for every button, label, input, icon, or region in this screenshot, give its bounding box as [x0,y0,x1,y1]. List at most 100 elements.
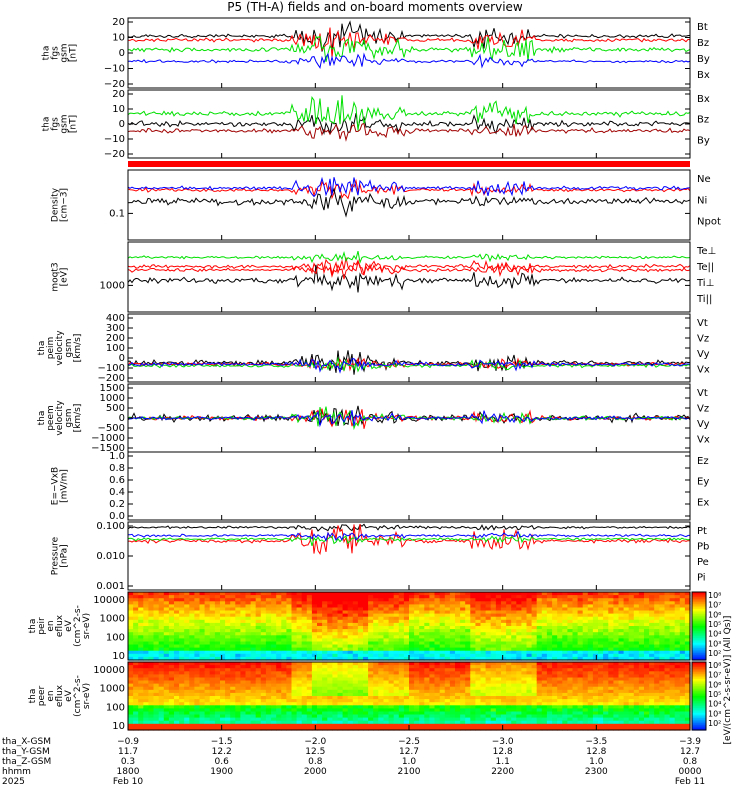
spectrogram-cell [357,626,364,630]
spectrogram-cell [255,629,262,633]
spectrogram-cell [633,665,640,669]
spectrogram-cell [230,708,236,713]
spectrogram-cell [378,680,384,685]
spectrogram-cell [598,641,604,646]
spectrogram-cell [536,641,543,646]
spectrogram-cell [291,632,298,636]
spectrogram-cell [633,689,640,694]
spectrogram-cell [271,686,277,691]
spectrogram-cell [419,638,425,643]
spectrogram-cell [363,604,369,609]
spectrogram-cell [393,638,400,643]
spectrogram-cell [592,692,599,697]
spectrogram-cell [511,696,517,700]
spectrogram-cell [179,723,185,728]
spectrogram-cell [552,723,558,728]
spectrogram-cell [501,626,507,630]
spectrogram-cell [163,604,170,609]
spectrogram-cell [322,656,328,661]
spectrogram-cell [623,626,630,630]
spectrogram-cell [317,641,323,646]
spectrogram-cell [317,665,323,669]
spectrogram-cell [143,653,149,658]
spectrogram-cell [495,662,502,666]
spectrogram-cell [235,717,241,722]
spectrogram-cell [536,601,543,605]
spectrogram-cell [388,677,395,682]
spectrogram-cell [449,644,456,649]
spectrogram-cell [419,714,425,719]
spectrogram-cell [541,683,548,688]
spectrogram-cell [179,683,185,688]
spectrogram-cell [541,711,548,716]
spectrogram-cell [536,598,543,602]
spectrogram-cell [562,723,568,728]
spectrogram-cell [342,665,349,669]
spectrogram-cell [184,711,190,716]
spectrogram-cell [674,622,681,627]
spectrogram-cell [536,723,543,728]
spectrogram-cell [429,613,436,618]
spectrogram-cell [674,604,681,609]
spectrogram-cell [552,656,558,661]
spectrogram-cell [567,683,574,688]
spectrogram-cell [485,699,492,703]
spectrogram-cell [296,613,303,618]
spectrogram-cell [398,641,405,646]
spectrogram-cell [240,683,247,688]
spectrogram-cell [296,720,303,725]
spectrogram-cell [659,622,665,627]
spectrogram-cell [204,635,211,639]
spectrogram-cell [296,671,303,675]
series-line-Te⊥ [127,257,691,276]
spectrogram-cell [501,592,507,596]
spectrogram-cell [388,680,395,685]
y-axis-label: fgs [51,46,61,60]
spectrogram-cell [184,674,190,679]
spectrogram-cell [153,699,160,703]
spectrogram-cell [603,592,609,596]
spectrogram-cell [516,641,522,646]
spectrogram-cell [291,702,298,706]
spectrogram-cell [179,711,185,716]
spectrogram-cell [168,662,175,666]
spectrogram-cell [434,726,441,731]
y-tick-label: 10000 [93,595,125,606]
spectrogram-cell [327,689,333,694]
spectrogram-cell [311,607,318,612]
title: P5 (TH-A) fields and on-board moments ov… [227,0,523,14]
spectrogram-cell [235,629,241,633]
spectrogram-cell [322,616,328,621]
spectrogram-cell [582,656,589,661]
spectrogram-cell [598,644,604,649]
spectrogram-cell [163,592,170,596]
spectrogram-cell [337,619,344,624]
spectrogram-cell [495,592,502,596]
spectrogram-cell [638,686,645,691]
spectrogram-cell [628,689,635,694]
spectrogram-cell [490,662,497,666]
spectrogram-cell [582,641,589,646]
spectrogram-cell [633,680,640,685]
spectrogram-cell [674,592,681,596]
spectrogram-cell [317,696,323,700]
spectrogram-cell [347,638,354,643]
spectrogram-cell [582,692,589,697]
spectrogram-cell [552,726,558,731]
spectrogram-cell [276,601,282,605]
spectrogram-cell [230,683,236,688]
spectrogram-cell [495,619,502,624]
spectrogram-cell [240,689,247,694]
spectrogram-cell [194,604,201,609]
spectrogram-cell [546,638,553,643]
spectrogram-cell [598,647,604,652]
spectrogram-cell [618,595,625,599]
spectrogram-cell [352,653,359,658]
spectrogram-cell [546,601,553,605]
spectrogram-cell [342,626,349,630]
spectrogram-cell [628,668,635,672]
spectrogram-cell [429,598,436,602]
spectrogram-cell [587,692,594,697]
spectrogram-cell [214,680,221,685]
spectrogram-cell [644,708,650,713]
